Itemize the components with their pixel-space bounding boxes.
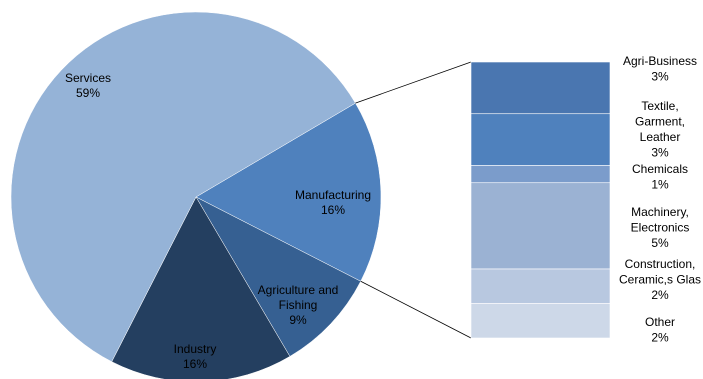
connector-lines [355,61,472,339]
bar-label-machinery-electronics: Machinery, Electronics 5% [631,205,690,250]
connector-line-bottom [360,280,472,339]
bar-segment-agri-business [470,61,611,115]
pie-slice-manufacturing [195,102,382,282]
bar-label-chemicals: Chemicals 1% [632,162,688,192]
pie-slice-services [10,11,356,363]
pie-label-agriculture-and-fishing: Agriculture and Fishing 9% [258,283,339,327]
pie-slice-industry [111,196,291,379]
connector-line-top [355,61,472,104]
breakdown-bar [470,61,611,339]
bar-segment-machinery-electronics [470,182,611,270]
bar-label-other: Other 2% [645,315,675,345]
pie-slice-agriculture-and-fishing [195,196,362,357]
bar-label-construction-ceramic-s-glas: Construction, Ceramic,s Glas 2% [619,257,701,302]
pie-label-manufacturing: Manufacturing 16% [295,188,371,217]
bar-segment-construction-ceramic-s-glas [470,268,611,304]
pie-label-services: Services 59% [65,71,111,100]
pie [10,11,382,379]
bar-segment-textile-garment-leather [470,113,611,166]
pie-label-industry: Industry 16% [174,342,217,371]
bar-label-textile-garment-leather: Textile, Garment, Leather 3% [635,99,685,160]
bar-segment-other [470,303,611,339]
data-labels: Services 59% Manufacturing 16% Agriculture a… [65,54,701,371]
bar-label-agri-business: Agri-Business 3% [623,54,697,84]
bar-segment-chemicals [470,165,611,184]
